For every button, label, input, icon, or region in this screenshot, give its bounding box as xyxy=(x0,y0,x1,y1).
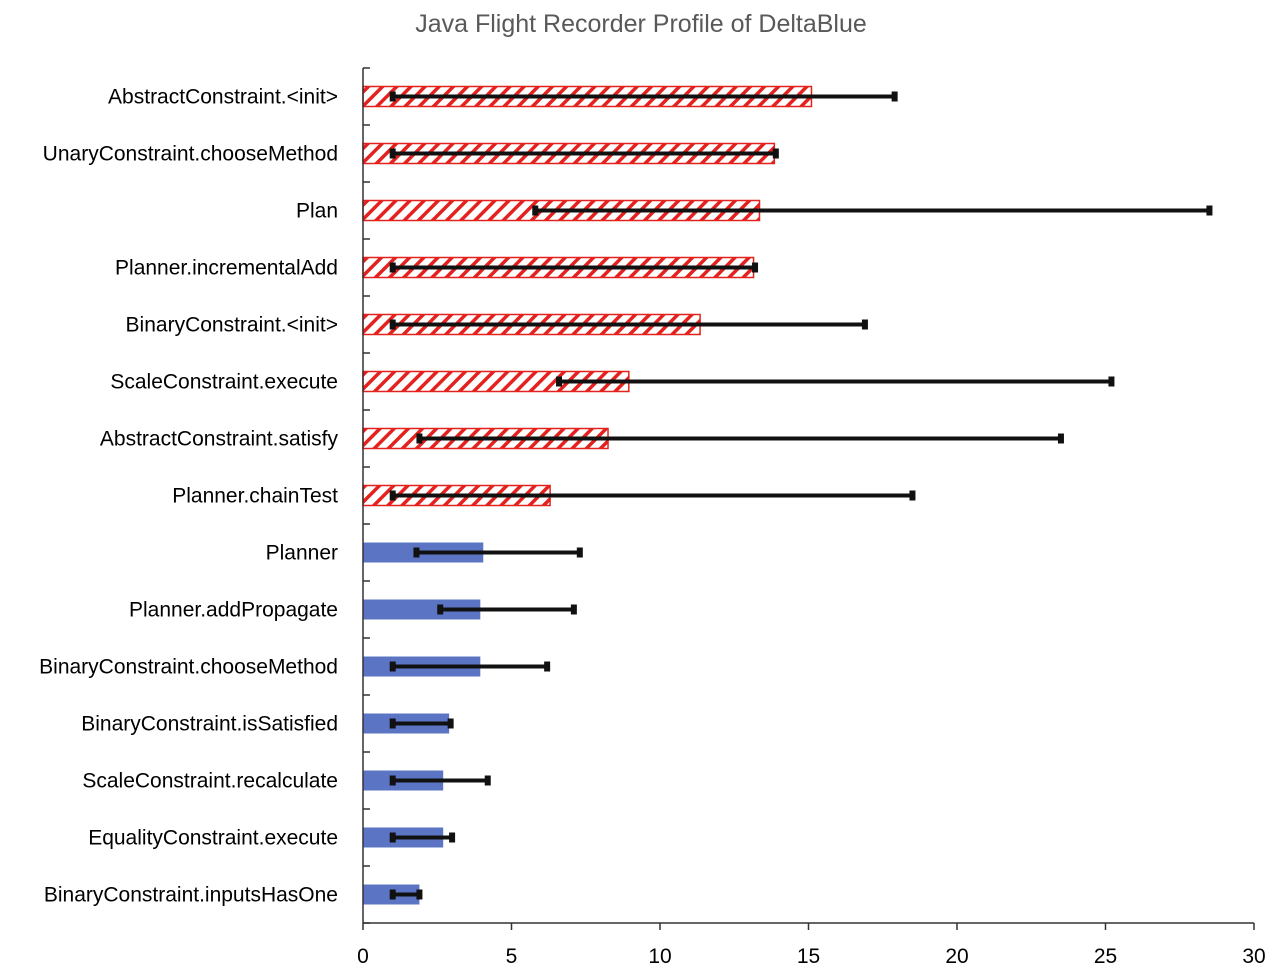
error-cap xyxy=(389,889,396,900)
category-label: AbstractConstraint.<init> xyxy=(108,86,338,109)
error-cap xyxy=(413,547,420,558)
error-cap xyxy=(389,661,396,672)
category-label: Planner.chainTest xyxy=(172,485,338,508)
category-label: EqualityConstraint.execute xyxy=(88,827,338,850)
category-label: Planner xyxy=(266,542,338,565)
bar xyxy=(363,599,481,620)
category-label: BinaryConstraint.<init> xyxy=(126,314,338,337)
x-tick-label: 15 xyxy=(797,945,820,968)
error-cap xyxy=(1057,433,1064,444)
category-label: ScaleConstraint.recalculate xyxy=(82,770,338,793)
chart-title: Java Flight Recorder Profile of DeltaBlu… xyxy=(415,10,867,38)
error-cap xyxy=(389,319,396,330)
error-cap xyxy=(556,376,563,387)
error-cap xyxy=(389,718,396,729)
category-label: ScaleConstraint.execute xyxy=(110,371,338,394)
error-bars-layer xyxy=(389,91,1213,900)
error-cap xyxy=(532,205,539,216)
category-label: UnaryConstraint.chooseMethod xyxy=(43,143,338,166)
category-label: BinaryConstraint.inputsHasOne xyxy=(44,884,338,907)
error-cap xyxy=(752,262,759,273)
error-cap xyxy=(576,547,583,558)
category-label: AbstractConstraint.satisfy xyxy=(100,428,339,451)
error-cap xyxy=(772,148,779,159)
x-tick-label: 5 xyxy=(506,945,518,968)
axes-layer xyxy=(362,67,1255,930)
error-cap xyxy=(416,889,423,900)
x-tick-label: 20 xyxy=(945,945,968,968)
error-cap xyxy=(389,148,396,159)
x-tick-label: 0 xyxy=(357,945,369,968)
error-cap xyxy=(416,433,423,444)
error-cap xyxy=(389,490,396,501)
error-cap xyxy=(891,91,898,102)
error-cap xyxy=(544,661,551,672)
error-cap xyxy=(861,319,868,330)
labels-layer: AbstractConstraint.<init> UnaryConstraint… xyxy=(39,86,1266,969)
error-cap xyxy=(389,91,396,102)
error-cap xyxy=(389,832,396,843)
x-tick-label: 25 xyxy=(1094,945,1117,968)
error-cap xyxy=(484,775,491,786)
error-cap xyxy=(449,832,456,843)
category-label: Planner.addPropagate xyxy=(129,599,338,622)
category-label: Planner.incrementalAdd xyxy=(115,257,338,280)
error-cap xyxy=(570,604,577,615)
error-cap xyxy=(447,718,454,729)
category-label: Plan xyxy=(296,200,338,223)
category-label: BinaryConstraint.isSatisfied xyxy=(81,713,338,736)
x-tick-label: 30 xyxy=(1242,945,1265,968)
error-cap xyxy=(437,604,444,615)
error-cap xyxy=(389,775,396,786)
category-label: BinaryConstraint.chooseMethod xyxy=(39,656,338,679)
error-cap xyxy=(1108,376,1115,387)
error-cap xyxy=(1206,205,1213,216)
error-cap xyxy=(909,490,916,501)
error-cap xyxy=(389,262,396,273)
x-tick-label: 10 xyxy=(648,945,671,968)
